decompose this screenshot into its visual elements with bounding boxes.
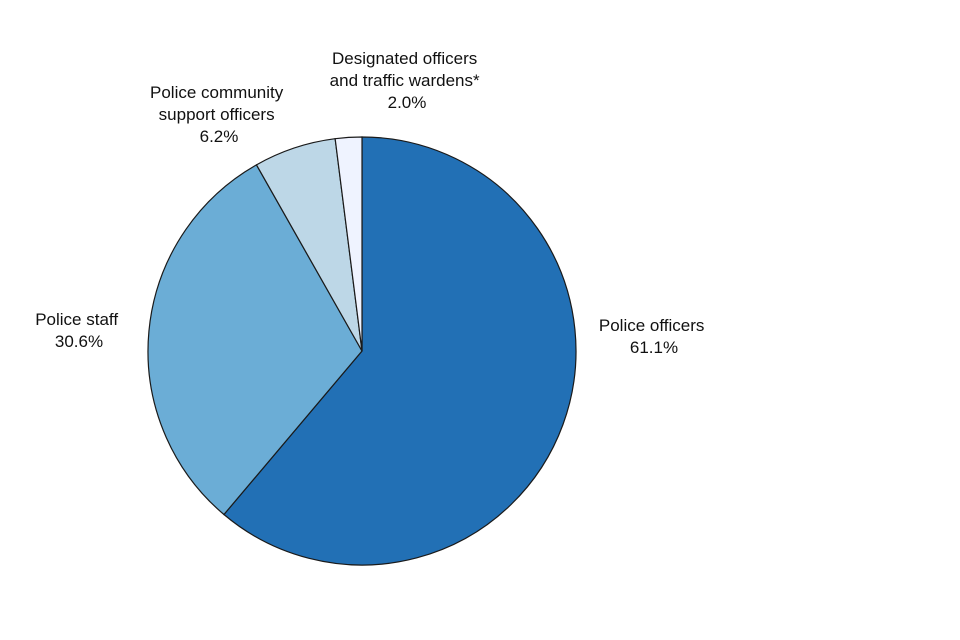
label-police-staff: Police staff 30.6%	[35, 310, 123, 351]
label-pcso-value: 6.2%	[200, 127, 239, 146]
label-police-officers: Police officers 61.1%	[599, 316, 709, 357]
label-pcso-line-1: Police community	[150, 83, 284, 102]
label-designated-officers-line-1: Designated officers	[332, 49, 477, 68]
label-police-officers-line-1: Police officers	[599, 316, 705, 335]
label-designated-officers-line-2: and traffic wardens*	[330, 71, 480, 90]
slice-police-staff	[147, 164, 363, 516]
label-police-officers-value: 61.1%	[630, 338, 678, 357]
label-police-staff-line-1: Police staff	[35, 310, 118, 329]
label-pcso: Police community support officers 6.2%	[150, 83, 288, 146]
label-designated-officers-value: 2.0%	[388, 93, 427, 112]
slice-police-officers	[223, 136, 577, 566]
pie-slices	[147, 136, 577, 566]
label-pcso-line-2: support officers	[159, 105, 275, 124]
label-police-staff-value: 30.6%	[55, 332, 103, 351]
slice-designated-officers	[334, 136, 363, 352]
label-designated-officers: Designated officers and traffic wardens*…	[330, 49, 485, 112]
